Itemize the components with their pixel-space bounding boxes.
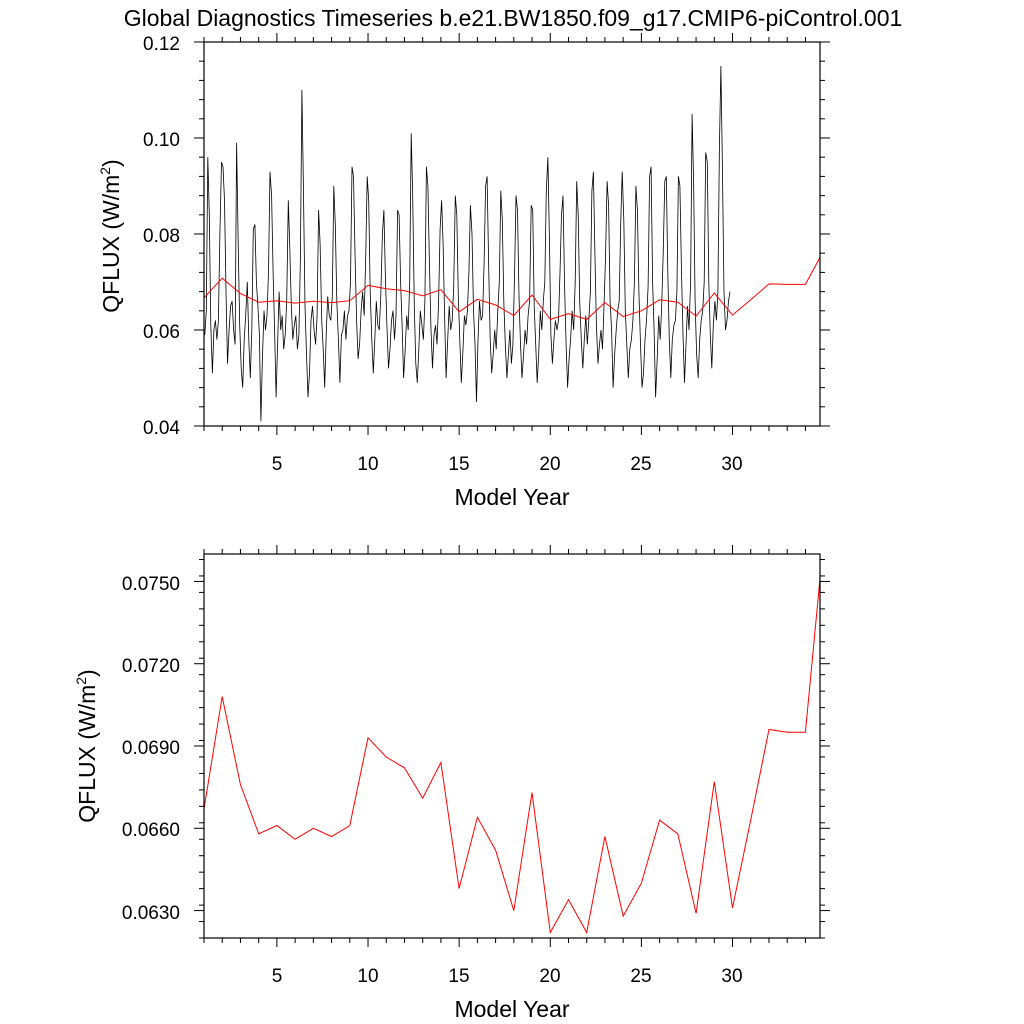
top-series-layer xyxy=(203,65,821,422)
bottom-ytick-label: 0.0660 xyxy=(122,820,180,841)
bottom-panel: 0.0630 0.0660 0.0690 0.0720 0.0750 5 10 … xyxy=(73,545,830,1022)
top-xtick-label: 30 xyxy=(721,454,742,475)
bottom-ytick-label: 0.0720 xyxy=(122,656,180,677)
top-xtick-label: 15 xyxy=(448,454,469,475)
bottom-xtick-label: 25 xyxy=(630,966,651,987)
top-xtick-label: 5 xyxy=(272,454,283,475)
bottom-xtick-label: 5 xyxy=(272,966,283,987)
bottom-ticks xyxy=(194,545,830,947)
top-ytick-label: 0.04 xyxy=(143,418,180,439)
annual-mean-line xyxy=(203,578,821,935)
bottom-x-axis-label: Model Year xyxy=(454,996,569,1022)
bottom-xtick-label: 15 xyxy=(448,966,469,987)
top-ytick-label: 0.12 xyxy=(143,34,180,55)
bottom-ytick-label: 0.0750 xyxy=(122,574,180,595)
top-ytick-label: 0.06 xyxy=(143,322,180,343)
top-y-axis-label: QFLUX (W/m2) xyxy=(97,159,124,312)
bottom-xtick-label: 10 xyxy=(357,966,378,987)
chart-title: Global Diagnostics Timeseries b.e21.BW18… xyxy=(124,5,903,31)
top-xtick-label: 20 xyxy=(539,454,560,475)
bottom-xtick-label: 20 xyxy=(539,966,560,987)
bottom-ytick-label: 0.0630 xyxy=(122,903,180,924)
top-xtick-label: 10 xyxy=(357,454,378,475)
bottom-ytick-label: 0.0690 xyxy=(122,738,180,759)
top-ytick-label: 0.10 xyxy=(143,130,180,151)
bottom-series-layer xyxy=(203,578,821,935)
bottom-plot-frame xyxy=(203,553,821,939)
bottom-xtick-label: 30 xyxy=(721,966,742,987)
monthly-series-line xyxy=(204,65,731,422)
bottom-y-axis-label: QFLUX (W/m2) xyxy=(73,669,100,822)
top-panel: 0.04 0.06 0.08 0.10 0.12 5 10 15 20 25 3… xyxy=(97,33,830,510)
top-xtick-label: 25 xyxy=(630,454,651,475)
top-x-axis-label: Model Year xyxy=(454,484,569,510)
top-ytick-label: 0.08 xyxy=(143,226,180,247)
top-plot-frame xyxy=(203,41,821,427)
top-ticks xyxy=(194,33,830,435)
annual-mean-line xyxy=(203,257,821,320)
